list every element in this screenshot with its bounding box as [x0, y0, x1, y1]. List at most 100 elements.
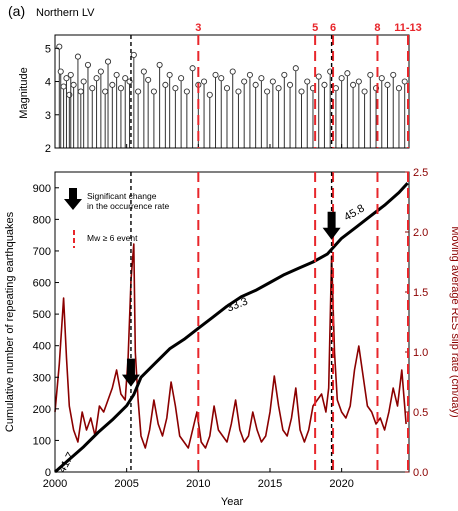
magnitude-point	[269, 78, 276, 85]
slip-rate-line	[54, 243, 407, 449]
slip-rate-tick-label: 1.0	[413, 347, 428, 359]
cumulative-tick-label: 100	[33, 435, 51, 447]
magnitude-point	[201, 78, 208, 85]
magnitude-y-ticks: 2 3 4 5	[45, 43, 59, 155]
event-markers: 3 5 6 8 11-13	[195, 22, 422, 472]
magnitude-point	[241, 78, 248, 85]
cumulative-axis-label: Cumulative number of repeating earthquak…	[4, 211, 16, 432]
magnitude-point	[298, 88, 305, 95]
legend-arrow-label-2: in the occurrence rate	[87, 201, 169, 211]
magnitude-point	[162, 81, 169, 88]
slip-rate-tick-label: 0.5	[413, 407, 428, 419]
magnitude-axis-label: Magnitude	[18, 67, 30, 118]
magnitude-point	[304, 78, 311, 85]
trend-slope-label: 33.3	[225, 295, 249, 314]
change-arrow-icon	[121, 358, 140, 387]
region-label: Northern LV	[36, 7, 95, 19]
magnitude-point	[166, 71, 173, 78]
magnitude-panel: 2 3 4 5 Magnitude	[18, 34, 410, 155]
magnitude-point	[350, 81, 357, 88]
magnitude-point	[378, 75, 385, 82]
magnitude-point	[189, 65, 196, 72]
slip-rate-tick-label: 2.5	[413, 167, 428, 179]
cumulative-tick-label: 200	[33, 404, 51, 416]
year-tick-label: 2000	[43, 478, 67, 490]
cumulative-tick-label: 700	[33, 246, 51, 258]
cumulative-series	[54, 182, 409, 474]
magnitude-point	[89, 85, 96, 92]
cumulative-panel: 0 100 200 300 400 500 600 700 800 900 0.0 0.5 1.0 1.…	[4, 144, 458, 508]
magnitude-point	[122, 75, 129, 82]
magnitude-point	[390, 71, 397, 78]
year-axis-label: Year	[221, 496, 244, 508]
magnitude-point	[286, 81, 294, 88]
year-tick-label: 2010	[186, 478, 210, 490]
year-tick-label: 2020	[329, 478, 353, 490]
magnitude-stems	[56, 43, 408, 148]
magnitude-point	[67, 71, 74, 78]
magnitude-point	[104, 58, 112, 65]
event-label: 5	[312, 22, 318, 34]
magnitude-point	[145, 76, 152, 83]
magnitude-point	[315, 73, 322, 80]
legend-arrow-label: Significant change	[87, 191, 157, 201]
magnitude-point	[206, 91, 213, 98]
magnitude-point	[264, 88, 271, 95]
magnitude-point	[384, 81, 391, 88]
magnitude-point	[93, 75, 100, 82]
magnitude-point	[338, 75, 345, 82]
event-label: 8	[374, 22, 380, 34]
event-label: 3	[195, 22, 201, 34]
magnitude-point	[223, 85, 231, 92]
magnitude-point	[63, 75, 70, 82]
legend-arrow-icon	[64, 188, 82, 210]
legend: Significant change in the occurrence rat…	[64, 188, 169, 248]
event-label: 11-13	[394, 22, 422, 34]
magnitude-point	[281, 71, 288, 78]
magnitude-point	[361, 88, 368, 95]
magnitude-point	[60, 83, 67, 90]
slip-rate-tick-label: 0.0	[413, 467, 428, 479]
year-x-ticks: 2000 2005 2010 2015 2020	[43, 144, 354, 490]
magnitude-point	[246, 71, 253, 78]
magnitude-point	[332, 85, 339, 92]
year-tick-label: 2015	[258, 478, 282, 490]
magnitude-point	[70, 81, 77, 88]
magnitude-tick-label: 3	[45, 110, 51, 122]
magnitude-point	[97, 68, 104, 75]
slip-rate-tick-label: 2.0	[413, 227, 428, 239]
magnitude-tick-label: 5	[45, 43, 51, 55]
magnitude-point	[178, 75, 185, 82]
magnitude-point	[130, 51, 137, 58]
panel-label: (a)	[8, 3, 25, 19]
magnitude-tick-label: 2	[45, 143, 51, 155]
year-tick-label: 2005	[114, 478, 138, 490]
magnitude-point	[258, 75, 265, 82]
change-arrow-icon	[322, 211, 341, 240]
magnitude-point	[102, 88, 109, 95]
magnitude-point	[367, 71, 374, 78]
magnitude-point	[80, 78, 87, 85]
magnitude-point	[212, 71, 219, 78]
magnitude-point	[355, 78, 362, 85]
legend-dash-label: Mw ≥ 6 event	[87, 233, 138, 243]
magnitude-point	[77, 88, 84, 95]
cumulative-y-ticks: 0 100 200 300 400 500 600 700 800 900	[33, 183, 59, 479]
magnitude-point	[135, 88, 142, 95]
magnitude-point	[235, 88, 242, 95]
magnitude-point	[395, 85, 403, 92]
magnitude-point	[117, 85, 124, 92]
cumulative-tick-label: 400	[33, 341, 51, 353]
magnitude-point	[183, 88, 190, 95]
magnitude-point	[275, 85, 282, 92]
cumulative-tick-label: 0	[45, 467, 51, 479]
magnitude-point	[172, 85, 179, 92]
magnitude-tick-label: 4	[45, 77, 51, 89]
magnitude-point	[109, 81, 116, 88]
cumulative-tick-label: 600	[33, 278, 51, 290]
magnitude-point	[74, 53, 81, 60]
magnitude-point	[57, 68, 64, 75]
cumulative-tick-label: 300	[33, 372, 51, 384]
magnitude-point	[156, 61, 163, 68]
